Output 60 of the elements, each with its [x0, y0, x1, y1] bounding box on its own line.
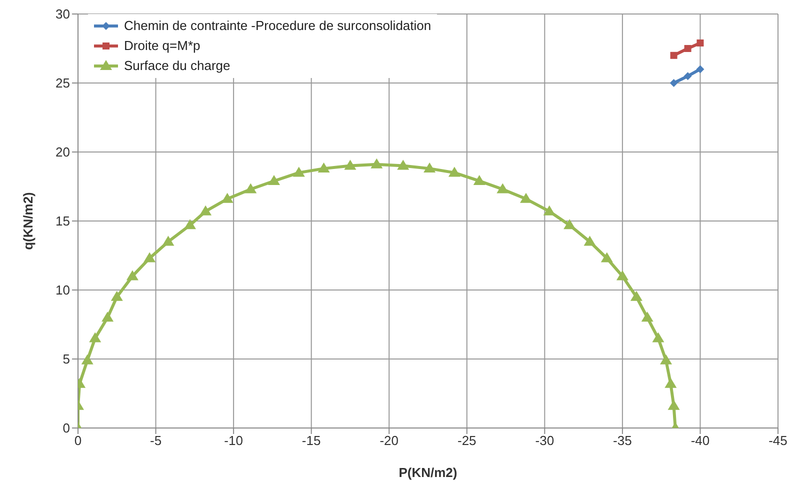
point	[600, 252, 613, 262]
point	[89, 332, 102, 342]
point	[668, 400, 680, 410]
legend-label: Droite q=M*p	[124, 37, 200, 55]
x-tick-label: -20	[380, 433, 399, 448]
point	[126, 270, 138, 280]
point	[660, 354, 672, 364]
point	[496, 183, 509, 194]
y-tick-label: 5	[62, 352, 70, 367]
point	[370, 158, 383, 168]
point	[292, 166, 305, 177]
point	[684, 45, 692, 52]
point	[696, 39, 704, 46]
point	[244, 183, 257, 194]
legend-label: Chemin de contrainte -Procedure de surconsolidation	[124, 17, 432, 35]
y-tick-label: 25	[56, 76, 70, 91]
point	[564, 219, 576, 230]
point	[520, 192, 532, 203]
point	[448, 166, 460, 177]
point	[670, 52, 678, 59]
x-tick-label: 0	[74, 433, 82, 448]
point	[110, 290, 123, 301]
point	[268, 174, 280, 185]
y-axis-title: q(KN/m2)	[20, 192, 36, 250]
y-tick-label: 15	[56, 214, 70, 229]
point	[696, 65, 704, 74]
x-tick-label: -25	[457, 433, 476, 448]
legend-label: Surface du charge	[124, 57, 230, 75]
x-tick-label: -5	[150, 433, 162, 448]
point	[473, 174, 486, 185]
y-tick-label: 30	[56, 6, 70, 22]
point	[664, 378, 677, 388]
point	[584, 236, 596, 246]
point	[102, 312, 114, 322]
point	[684, 72, 692, 80]
point	[543, 205, 556, 216]
point	[397, 160, 410, 170]
x-tick-label: -30	[535, 433, 554, 448]
x-tick-label: -35	[613, 433, 632, 448]
point	[630, 290, 642, 301]
point	[318, 162, 330, 173]
point	[144, 252, 156, 262]
x-tick-label: -15	[302, 433, 321, 448]
point	[652, 332, 664, 342]
y-tick-label: 10	[56, 282, 70, 298]
point	[162, 236, 174, 246]
point	[641, 312, 654, 322]
point	[184, 219, 196, 230]
y-tick-label: 20	[56, 144, 70, 160]
point	[344, 160, 356, 170]
x-tick-label: -40	[690, 433, 710, 448]
point	[81, 354, 94, 364]
x-tick-label: -45	[768, 433, 788, 448]
y-tick-label: 0	[62, 420, 70, 436]
x-axis-title: P(KN/m2)	[398, 465, 458, 480]
point	[616, 270, 628, 280]
point	[424, 162, 436, 173]
x-tick-label: -10	[224, 433, 243, 448]
point	[670, 79, 678, 87]
point	[200, 205, 212, 216]
